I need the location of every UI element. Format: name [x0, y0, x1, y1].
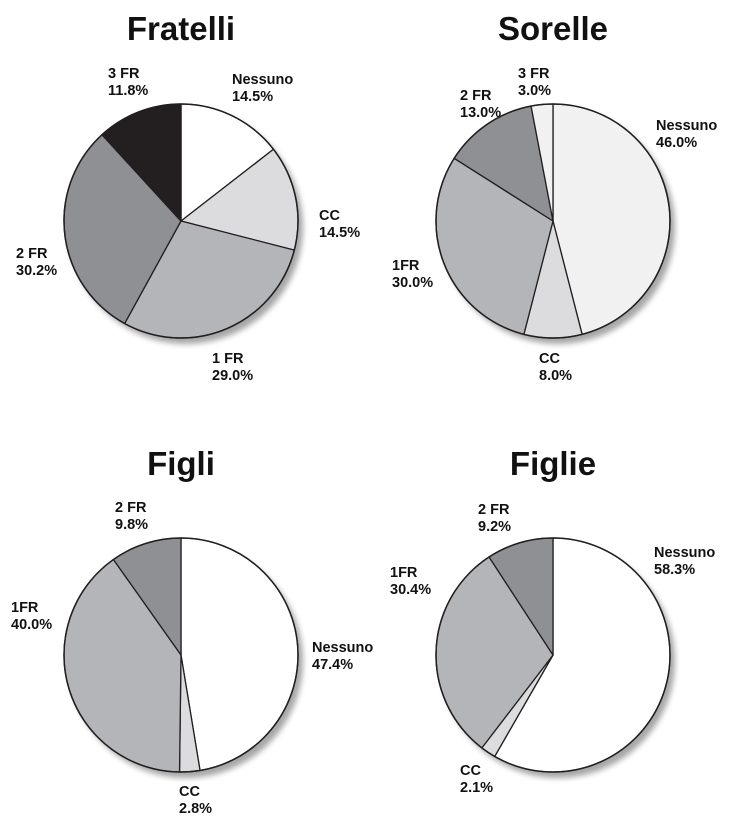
slice-label-sorelle-2-fr: 2 FR 13.0%: [460, 88, 501, 121]
slice-label-sorelle-3-fr: 3 FR 3.0%: [518, 66, 551, 99]
slice-percent-figlie-1fr: 30.4%: [390, 582, 431, 598]
slice-category-fratelli-nessuno: Nessuno: [232, 72, 293, 88]
slice-category-figli-2-fr: 2 FR: [115, 500, 147, 516]
slice-label-figlie-1fr: 1FR 30.4%: [390, 565, 431, 598]
chart-title-figli: Figli: [147, 445, 215, 482]
slice-percent-figli-nessuno: 47.4%: [312, 657, 353, 673]
slice-label-sorelle-1fr: 1FR 30.0%: [392, 258, 433, 291]
slice-percent-figli-1fr: 40.0%: [11, 617, 52, 633]
slice-category-figli-1fr: 1FR: [11, 600, 39, 616]
chart-title-sorelle: Sorelle: [498, 10, 608, 47]
chart-title-fratelli: Fratelli: [127, 10, 235, 47]
slice-category-figli-nessuno: Nessuno: [312, 640, 373, 656]
pie-slice-figli-nessuno: [180, 537, 299, 772]
slice-category-sorelle-nessuno: Nessuno: [656, 118, 717, 134]
slice-category-sorelle-2-fr: 2 FR: [460, 88, 492, 104]
slice-percent-figli-2-fr: 9.8%: [115, 517, 148, 533]
slice-label-figlie-cc: CC 2.1%: [460, 763, 493, 796]
slice-category-fratelli-2-fr: 2 FR: [16, 246, 48, 262]
slice-label-figli-cc: CC 2.8%: [179, 784, 212, 816]
slice-label-figli-nessuno: Nessuno 47.4%: [312, 640, 373, 673]
slice-category-figlie-cc: CC: [460, 763, 481, 779]
slice-percent-figli-cc: 2.8%: [179, 801, 212, 816]
slice-category-fratelli-cc: CC: [319, 208, 340, 224]
slice-label-figlie-nessuno: Nessuno 58.3%: [654, 545, 715, 578]
pie-outline-figli: [63, 537, 299, 773]
slice-label-figli-2-fr: 2 FR 9.8%: [115, 500, 148, 533]
slice-percent-figlie-2-fr: 9.2%: [478, 519, 511, 535]
slice-label-fratelli-cc: CC 14.5%: [319, 208, 360, 241]
slice-category-sorelle-cc: CC: [539, 351, 560, 367]
slice-category-sorelle-3-fr: 3 FR: [518, 66, 550, 82]
slice-category-figli-cc: CC: [179, 784, 200, 800]
slice-percent-sorelle-3-fr: 3.0%: [518, 83, 551, 99]
slice-percent-fratelli-2-fr: 30.2%: [16, 263, 57, 279]
pie-outline-figlie: [435, 537, 671, 773]
slice-label-fratelli-1-fr: 1 FR 29.0%: [212, 351, 253, 384]
slice-label-sorelle-cc: CC 8.0%: [539, 351, 572, 384]
pie-figlie: Nessuno 58.3% CC 2.1% 1FR 30.4% 2 FR 9.2%: [390, 502, 715, 796]
slice-category-fratelli-1-fr: 1 FR: [212, 351, 244, 367]
slice-percent-fratelli-3-fr: 11.8%: [108, 83, 148, 99]
slice-percent-fratelli-cc: 14.5%: [319, 225, 360, 241]
slice-label-figlie-2-fr: 2 FR 9.2%: [478, 502, 511, 535]
slice-label-figli-1fr: 1FR 40.0%: [11, 600, 52, 633]
slice-label-fratelli-3-fr: 3 FR 11.8%: [108, 66, 148, 99]
slice-percent-figlie-nessuno: 58.3%: [654, 562, 695, 578]
slice-label-fratelli-nessuno: Nessuno 14.5%: [232, 72, 293, 105]
slice-percent-figlie-cc: 2.1%: [460, 780, 493, 796]
pie-sorelle: Nessuno 46.0%CC 8.0%1FR 30.0%2 FR 13.0%3 FR 3…: [392, 66, 717, 384]
slice-category-fratelli-3-fr: 3 FR: [108, 66, 140, 82]
pie-figli: Nessuno 47.4% CC 2.8% 1FR 40.0% 2 FR 9.8%: [11, 500, 373, 816]
slice-label-sorelle-nessuno: Nessuno 46.0%: [656, 118, 717, 151]
slice-percent-sorelle-cc: 8.0%: [539, 368, 572, 384]
chart-title-figlie: Figlie: [510, 445, 596, 482]
pie-outline-sorelle: [435, 103, 671, 339]
slice-category-figlie-1fr: 1FR: [390, 565, 418, 581]
pie-fratelli: Nessuno 14.5%CC 14.5%1 FR 29.0%2 FR 30.2%3 F…: [16, 66, 360, 384]
slice-label-fratelli-2-fr: 2 FR 30.2%: [16, 246, 57, 279]
slice-percent-fratelli-1-fr: 29.0%: [212, 368, 253, 384]
slice-percent-sorelle-nessuno: 46.0%: [656, 135, 697, 151]
slice-percent-sorelle-1fr: 30.0%: [392, 275, 433, 291]
slice-category-figlie-nessuno: Nessuno: [654, 545, 715, 561]
slice-category-figlie-2-fr: 2 FR: [478, 502, 510, 518]
slice-percent-fratelli-nessuno: 14.5%: [232, 89, 273, 105]
slice-category-sorelle-1fr: 1FR: [392, 258, 420, 274]
slice-percent-sorelle-2-fr: 13.0%: [460, 105, 501, 121]
pie-outline-fratelli: [63, 103, 299, 339]
